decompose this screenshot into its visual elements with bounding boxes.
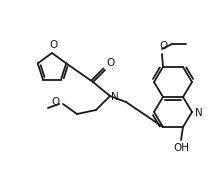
Text: O: O: [49, 40, 57, 50]
Text: O: O: [106, 58, 114, 68]
Text: O: O: [159, 41, 167, 51]
Text: N: N: [195, 108, 203, 118]
Text: OH: OH: [173, 143, 189, 153]
Text: O: O: [52, 97, 60, 107]
Text: N: N: [111, 92, 119, 102]
